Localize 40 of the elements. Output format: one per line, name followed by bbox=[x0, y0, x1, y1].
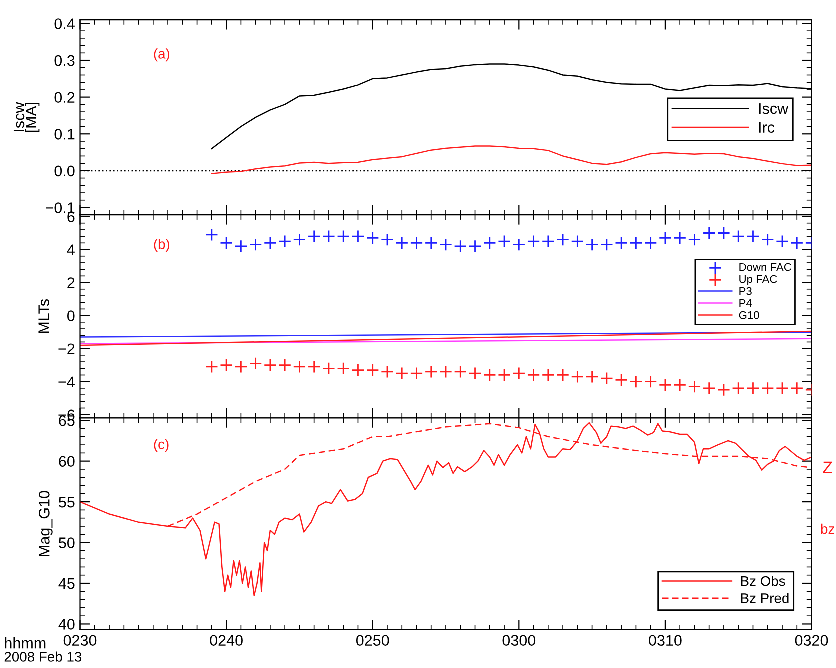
y-axis-title: Iscw [MA] bbox=[14, 102, 40, 132]
y-tick-label: −2 bbox=[58, 344, 75, 354]
x-tick-label: 0310 bbox=[649, 635, 682, 646]
text: bz bbox=[821, 524, 835, 534]
legend-label: Up FAC bbox=[740, 275, 778, 286]
legend-label: Bz Pred bbox=[741, 593, 789, 604]
y-tick-label: 0.4 bbox=[54, 18, 75, 30]
x-tick-label: 0240 bbox=[210, 635, 243, 646]
x-tick-label: 0300 bbox=[502, 635, 536, 646]
y-tick-label: 4 bbox=[67, 244, 75, 256]
legend-label: G10 bbox=[739, 311, 760, 320]
x-tick-label: 0250 bbox=[356, 635, 390, 646]
legend-label: Down FAC bbox=[740, 263, 792, 272]
y-tick-label: 40 bbox=[58, 619, 75, 630]
y-tick-label: 0 bbox=[67, 310, 75, 322]
annotation: (a) bbox=[154, 48, 170, 62]
legend-label: Bz Obs bbox=[741, 576, 786, 586]
y-tick-label: 2 bbox=[68, 278, 75, 288]
text: Z bbox=[823, 462, 832, 474]
y-axis-title: Mag_G10 bbox=[39, 491, 53, 556]
y-tick-label: 60 bbox=[59, 456, 75, 468]
annotation: (c) bbox=[154, 439, 169, 452]
y-tick-label: 0.0 bbox=[54, 166, 75, 177]
y-tick-label: 50 bbox=[59, 538, 75, 548]
legend-label: P3 bbox=[740, 287, 752, 296]
y-tick-label: 45 bbox=[58, 578, 75, 590]
legend-label: P4 bbox=[740, 300, 752, 308]
x-axis-title: hhmm bbox=[5, 638, 46, 649]
y-tick-label: 0.1 bbox=[54, 128, 75, 140]
legend-label: Irc bbox=[759, 122, 775, 134]
y-tick-label: 55 bbox=[59, 497, 75, 508]
x-tick-label: 0230 bbox=[64, 635, 97, 646]
legend-label: Iscw bbox=[759, 104, 789, 114]
x-tick-label: 0320 bbox=[795, 635, 828, 646]
y-tick-label: −4 bbox=[58, 376, 75, 388]
annotation: (b) bbox=[154, 239, 170, 252]
y-tick-label: 0.2 bbox=[54, 92, 75, 104]
y-axis-title: MLTs bbox=[38, 300, 50, 334]
text: 2008 Feb 13 bbox=[4, 652, 82, 662]
y-tick-label: 0.3 bbox=[54, 55, 75, 66]
